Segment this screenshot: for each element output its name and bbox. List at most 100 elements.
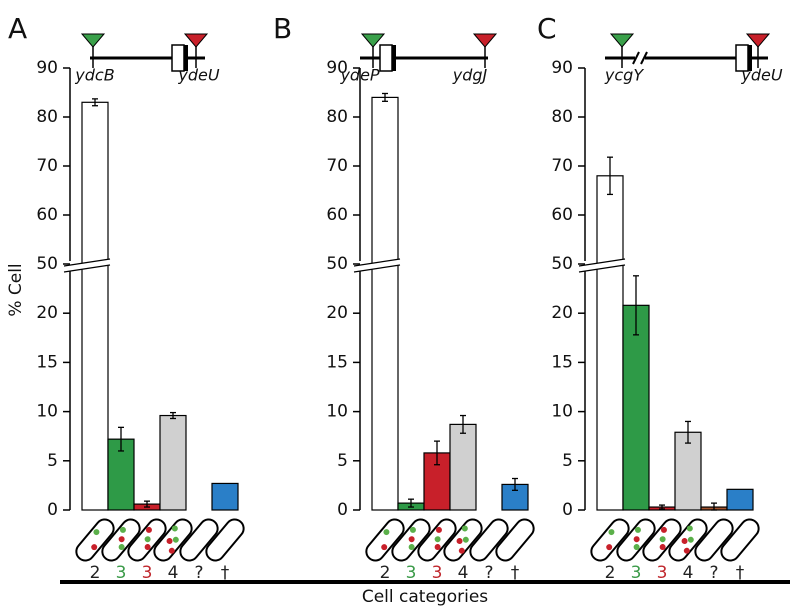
cell-dot: [409, 526, 416, 533]
y-tick-label: 10: [36, 402, 58, 422]
y-tick-label: 0: [337, 500, 348, 520]
cell-outline: [469, 518, 509, 562]
cell-dot: [434, 536, 441, 543]
error-bar: [659, 504, 665, 510]
cell-dot: [633, 536, 640, 543]
category-label: 3: [142, 563, 153, 583]
cell-dot: [456, 538, 463, 545]
error-bar: [711, 502, 717, 511]
cell-dot: [408, 544, 415, 551]
y-tick-label: 80: [326, 107, 348, 127]
cell-dot: [172, 536, 179, 543]
gene-label: ydeU: [177, 66, 219, 85]
gene-break-gap: [635, 52, 645, 64]
category-label: 4: [683, 563, 694, 583]
y-tick-label: 0: [47, 500, 58, 520]
category-label: 2: [90, 563, 101, 583]
cell-icon: [668, 518, 708, 562]
error-bar: [382, 92, 388, 102]
marker-triangle: [472, 33, 498, 48]
axis-break: [578, 258, 626, 267]
cell-icon: [443, 518, 483, 562]
y-tick-label: 20: [36, 303, 58, 323]
x-axis-label: Cell categories: [362, 587, 488, 607]
marker-triangle: [360, 33, 386, 48]
cell-icon: [127, 518, 167, 562]
y-tick-label: 50: [36, 254, 58, 274]
cell-dot: [171, 525, 178, 532]
cell-dot: [383, 529, 390, 536]
terminator-bar: [392, 45, 396, 71]
y-tick-label: 60: [551, 205, 573, 225]
axis-break-gap: [64, 259, 110, 272]
axis-break: [63, 264, 111, 273]
category-label: 2: [605, 563, 616, 583]
y-tick-label: 10: [551, 402, 573, 422]
cell-dot: [606, 544, 613, 551]
y-tick-label: 5: [47, 451, 58, 471]
bar: [674, 431, 702, 511]
y-tick-label: 5: [562, 451, 573, 471]
cell-dot: [434, 544, 441, 551]
gene-break: [640, 51, 648, 65]
y-tick-label: 5: [337, 451, 348, 471]
category-label: 3: [116, 563, 127, 583]
category-label: ?: [484, 563, 493, 583]
cell-icon: [694, 518, 734, 562]
y-tick-label: 10: [326, 402, 348, 422]
cell-dot: [659, 536, 666, 543]
y-tick-label: 15: [551, 352, 573, 372]
cell-icon: [720, 518, 760, 562]
gene-label: ydeU: [740, 66, 782, 85]
cell-icon: [642, 518, 682, 562]
y-tick-label: 15: [36, 352, 58, 372]
bar: [371, 96, 399, 511]
y-tick-label: 70: [326, 156, 348, 176]
cell-dot: [634, 526, 641, 533]
cell-dot: [381, 544, 388, 551]
y-tick-label: 0: [562, 500, 573, 520]
cell-dot: [683, 547, 690, 554]
y-tick-label: 90: [551, 58, 573, 78]
category-label: ?: [709, 563, 718, 583]
category-label: 3: [657, 563, 668, 583]
axis-break: [353, 258, 401, 267]
y-tick-label: 15: [326, 352, 348, 372]
category-label: 2: [380, 563, 391, 583]
y-tick-label: 60: [36, 205, 58, 225]
marker-triangle: [745, 33, 771, 48]
cell-outline: [75, 518, 115, 562]
cell-dot: [660, 526, 667, 533]
category-label: 4: [168, 563, 179, 583]
terminator-box: [379, 44, 393, 72]
category-label: †: [511, 563, 520, 583]
y-tick-label: 20: [551, 303, 573, 323]
category-label: 3: [432, 563, 443, 583]
error-bar: [607, 156, 613, 196]
cell-icon: [205, 518, 245, 562]
error-bar: [92, 98, 98, 107]
cell-outline: [720, 518, 760, 562]
bar: [449, 423, 477, 511]
y-tick-label: 90: [326, 58, 348, 78]
error-bar: [118, 426, 124, 452]
cell-dot: [119, 526, 126, 533]
cell-dot: [458, 547, 465, 554]
panel-letter: B: [273, 12, 292, 45]
y-tick-label: 20: [326, 303, 348, 323]
error-bar: [512, 477, 518, 491]
cell-dot: [461, 525, 468, 532]
error-bar: [170, 411, 176, 420]
cell-outline: [590, 518, 630, 562]
cell-dot: [145, 526, 152, 533]
bar: [81, 101, 109, 511]
y-tick-label: 80: [551, 107, 573, 127]
panel-letter: A: [8, 12, 27, 45]
axis-break-gap: [354, 259, 400, 272]
y-tick-label: 90: [36, 58, 58, 78]
y-tick-label: 70: [36, 156, 58, 176]
cell-dot: [144, 536, 151, 543]
marker-triangle: [609, 33, 635, 48]
error-bar: [685, 420, 691, 444]
